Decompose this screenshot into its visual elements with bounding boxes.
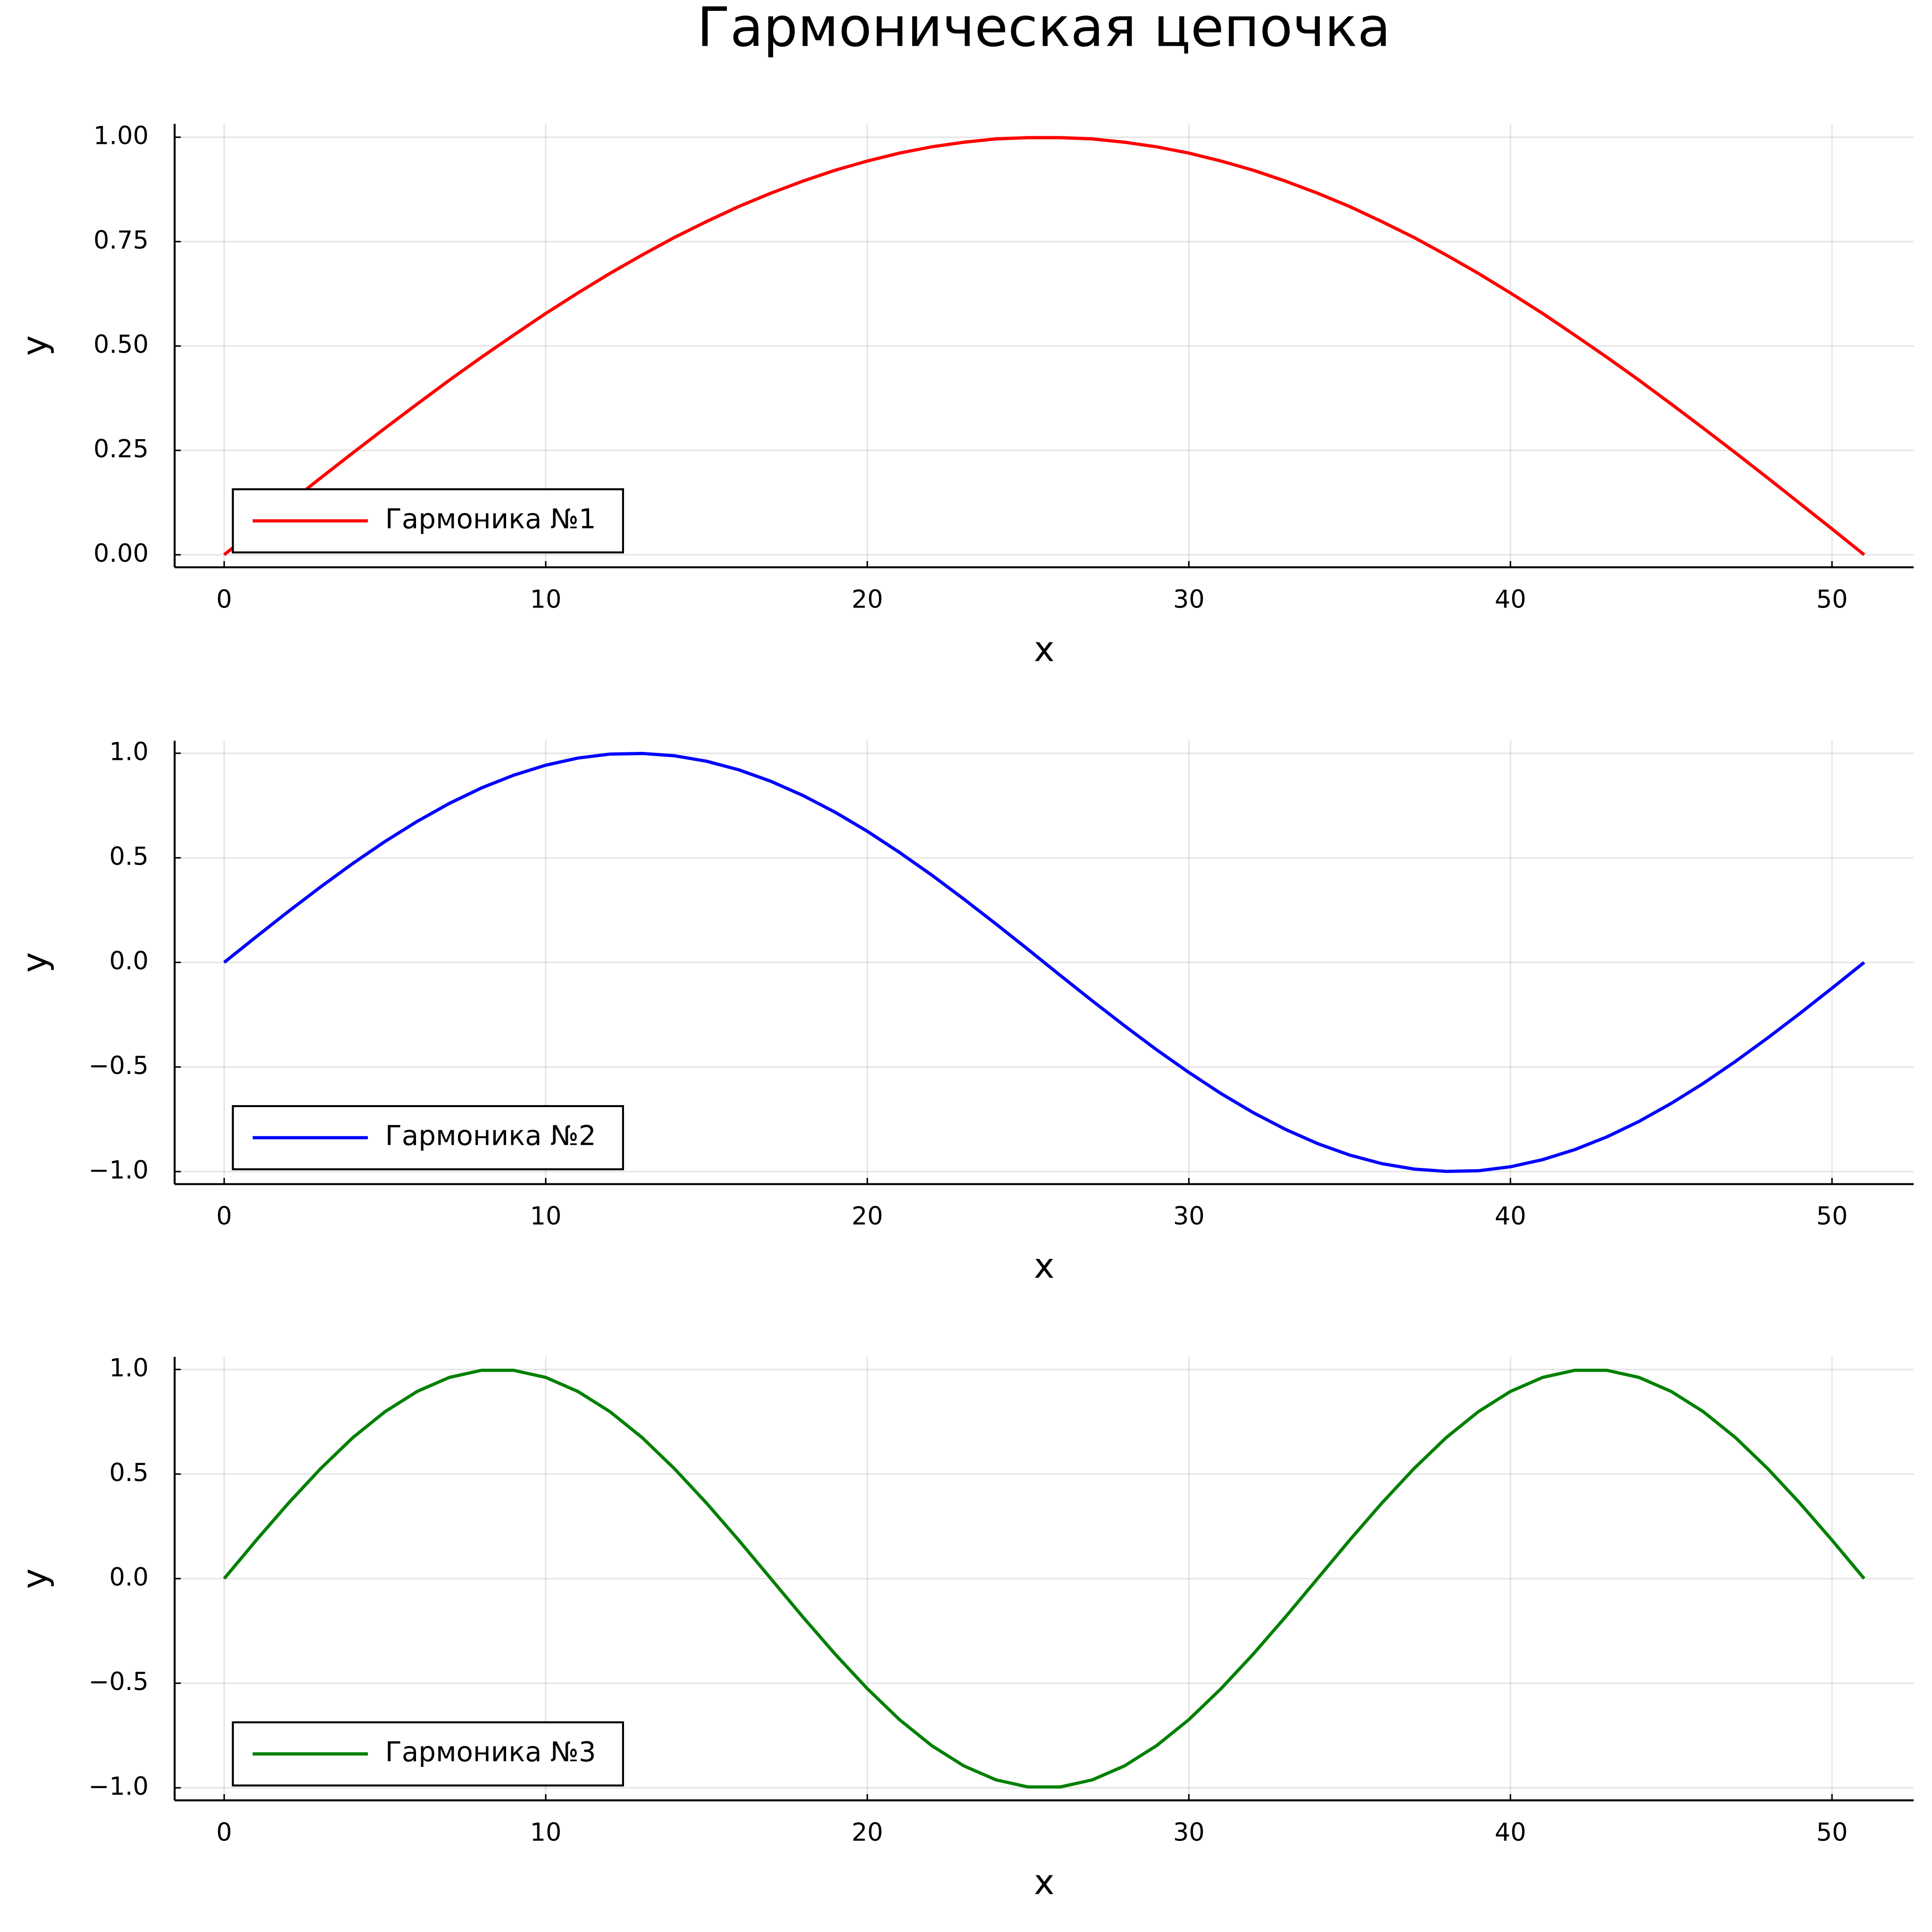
line-series bbox=[223, 1368, 1865, 1789]
x-tick-label: 30 bbox=[1173, 1202, 1205, 1231]
legend-label: Гармоника №1 bbox=[385, 503, 596, 535]
x-tick-label: 40 bbox=[1495, 585, 1526, 614]
y-tick-label: 0.0 bbox=[109, 1563, 149, 1591]
y-tick-label: −1.0 bbox=[89, 1772, 149, 1801]
x-tick-label: 0 bbox=[217, 1202, 232, 1231]
x-axis-label: x bbox=[1034, 1862, 1055, 1902]
x-tick-label: 40 bbox=[1495, 1818, 1526, 1847]
line-series bbox=[223, 136, 1865, 556]
y-tick-label: 0.75 bbox=[93, 226, 149, 255]
y-tick-label: 0.25 bbox=[93, 434, 149, 463]
x-tick-label: 10 bbox=[530, 585, 562, 614]
x-axis-label: x bbox=[1034, 629, 1055, 669]
x-tick-label: 50 bbox=[1816, 1818, 1848, 1847]
x-tick-label: 20 bbox=[851, 1818, 883, 1847]
x-tick-label: 30 bbox=[1173, 1818, 1205, 1847]
y-tick-label: 0.50 bbox=[93, 330, 149, 359]
y-tick-label: 0.5 bbox=[109, 1458, 149, 1487]
legend-label: Гармоника №2 bbox=[385, 1120, 596, 1152]
y-tick-label: −0.5 bbox=[89, 1051, 149, 1080]
y-tick-label: 0.0 bbox=[109, 947, 149, 975]
x-tick-label: 30 bbox=[1173, 585, 1205, 614]
x-tick-label: 50 bbox=[1816, 1202, 1848, 1231]
x-tick-label: 20 bbox=[851, 1202, 883, 1231]
y-tick-label: 1.00 bbox=[93, 122, 149, 150]
y-tick-label: −1.0 bbox=[89, 1156, 149, 1184]
x-tick-label: 20 bbox=[851, 585, 883, 614]
x-axis-label: x bbox=[1034, 1246, 1055, 1286]
y-axis-label: y bbox=[15, 335, 55, 356]
line-series bbox=[223, 751, 1865, 1173]
x-tick-label: 0 bbox=[217, 1818, 232, 1847]
y-axis-label: y bbox=[15, 952, 55, 973]
x-tick-label: 10 bbox=[530, 1818, 562, 1847]
y-tick-label: 0.5 bbox=[109, 842, 149, 871]
x-tick-label: 10 bbox=[530, 1202, 562, 1231]
y-tick-label: −0.5 bbox=[89, 1667, 149, 1696]
x-tick-label: 50 bbox=[1816, 585, 1848, 614]
x-tick-label: 40 bbox=[1495, 1202, 1526, 1231]
y-tick-label: 1.0 bbox=[109, 1354, 149, 1382]
legend-label: Гармоника №3 bbox=[385, 1736, 596, 1768]
figure-title: Гармоническая цепочка bbox=[697, 0, 1391, 59]
x-tick-label: 0 bbox=[217, 585, 232, 614]
y-tick-label: 1.0 bbox=[109, 738, 149, 766]
y-axis-label: y bbox=[15, 1568, 55, 1589]
y-tick-label: 0.00 bbox=[93, 539, 149, 568]
